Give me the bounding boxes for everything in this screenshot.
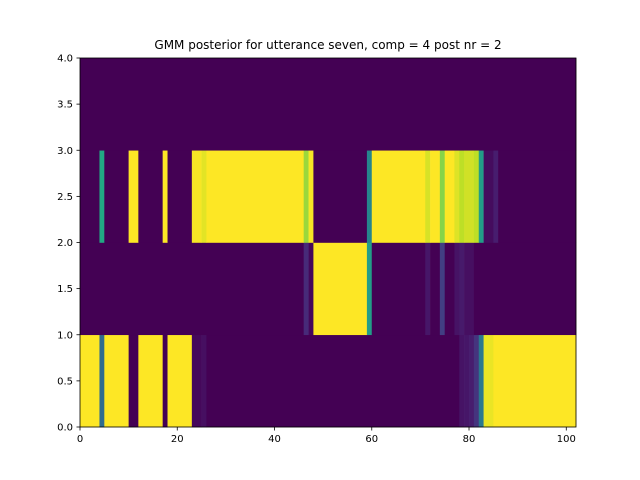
heatmap-cell [493, 335, 576, 428]
heatmap-cell [138, 335, 163, 428]
heatmap-cell [493, 150, 498, 243]
heatmap-cell [192, 150, 202, 243]
heatmap-cell [474, 150, 479, 243]
heatmap-cell [372, 150, 426, 243]
heatmap-cell [304, 243, 309, 336]
heatmap-cell [425, 150, 430, 243]
heatmap-cell [202, 150, 207, 243]
heatmap-cell [206, 150, 304, 243]
y-tick-label: 3.5 [57, 100, 73, 111]
chart-title: GMM posterior for utterance seven, comp … [154, 38, 501, 52]
heatmap-cell [430, 150, 440, 243]
heatmap-cell [454, 150, 459, 243]
heatmap-cell [372, 243, 426, 336]
heatmap-cell [484, 150, 494, 243]
heatmap-cell [440, 243, 445, 336]
heatmap-cell [99, 335, 104, 428]
heatmap-cell [129, 150, 139, 243]
x-tick-label: 80 [463, 434, 476, 445]
y-tick-label: 0.5 [57, 376, 73, 387]
heatmap-cell [313, 243, 367, 336]
heatmap-cell [129, 335, 139, 428]
heatmap-cell [469, 335, 474, 428]
heatmap-cell [367, 150, 372, 243]
y-tick-label: 2.5 [57, 192, 73, 203]
heatmap-cell [104, 150, 129, 243]
heatmap-cell [163, 335, 168, 428]
heatmap-cell [80, 150, 100, 243]
heatmap-cell [479, 335, 484, 428]
x-tick-label: 100 [557, 434, 576, 445]
x-tick-label: 20 [171, 434, 184, 445]
heatmap-cell [474, 243, 576, 336]
heatmap-cell [454, 243, 459, 336]
y-tick-label: 0.0 [57, 423, 73, 434]
heatmap-cell [304, 150, 309, 243]
heatmap-cell [163, 150, 168, 243]
heatmap-cell [425, 243, 430, 336]
heatmap-cell [498, 150, 576, 243]
heatmap-cell [459, 243, 464, 336]
heatmap-cells [80, 58, 576, 427]
heatmap-cell [309, 243, 314, 336]
heatmap-cell [309, 150, 314, 243]
heatmap-cell [138, 150, 163, 243]
y-tick-label: 1.5 [57, 284, 73, 295]
y-tick-label: 2.0 [57, 238, 73, 249]
heatmap-cell [168, 335, 193, 428]
heatmap-cell [202, 335, 207, 428]
heatmap-cell [474, 335, 479, 428]
heatmap-cell [206, 335, 459, 428]
heatmap-cell [445, 243, 455, 336]
heatmap-cell [168, 150, 193, 243]
heatmap-cell [430, 243, 440, 336]
heatmap-cell [464, 243, 474, 336]
heatmap-cell [440, 150, 445, 243]
heatmap-cell [99, 150, 104, 243]
heatmap-cell [459, 150, 464, 243]
x-tick-label: 0 [77, 434, 83, 445]
heatmap-cell [80, 243, 304, 336]
heatmap-cell [479, 150, 484, 243]
heatmap-cell [192, 335, 202, 428]
heatmap-cell [367, 243, 372, 336]
heatmap-cell [80, 335, 100, 428]
x-tick-label: 40 [268, 434, 281, 445]
heatmap-cell [445, 150, 455, 243]
heatmap-cell [80, 58, 576, 151]
heatmap-cell [464, 335, 469, 428]
y-tick-label: 4.0 [57, 54, 73, 65]
heatmap-cell [484, 335, 494, 428]
y-tick-label: 3.0 [57, 146, 73, 157]
heatmap-cell [459, 335, 464, 428]
x-tick-label: 60 [365, 434, 378, 445]
heatmap-cell [104, 335, 129, 428]
heatmap-cell [313, 150, 367, 243]
y-tick-label: 1.0 [57, 330, 73, 341]
heatmap-cell [464, 150, 474, 243]
